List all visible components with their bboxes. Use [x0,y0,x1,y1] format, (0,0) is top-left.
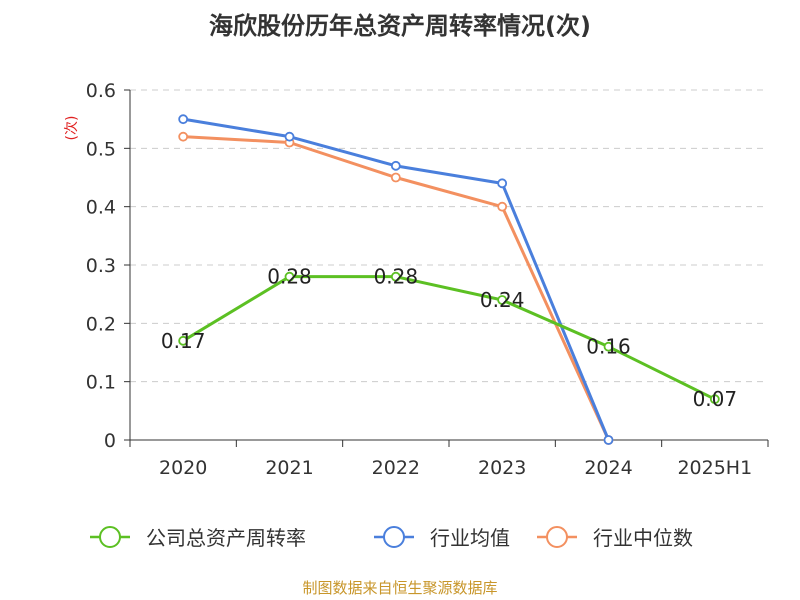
y-tick-label: 0.5 [86,138,116,160]
y-tick-label: 0.2 [86,313,116,335]
y-tick-label: 0.3 [86,255,116,277]
legend-item-2: 行业中位数 [537,526,693,550]
data-label: 0.28 [267,265,312,289]
data-label: 0.16 [586,335,631,359]
y-tick-label: 0 [104,430,116,452]
data-label: 0.24 [480,288,525,312]
x-tick-label: 2025H1 [677,457,752,479]
data-point-0-2 [390,271,401,282]
data-point-1-4 [603,435,614,445]
x-tick-label: 2021 [265,457,313,479]
series-line-0 [182,275,716,401]
data-label: 0.28 [374,265,419,289]
x-tick-label: 2022 [372,457,420,479]
y-tick-label: 0.6 [86,80,116,102]
data-point-1-0 [178,114,189,125]
y-axis-label: (次) [64,116,80,141]
data-point-0-4 [603,341,614,352]
legend-item-1: 行业均值 [374,526,510,550]
data-point-0-1 [284,271,295,282]
source-note: 制图数据来自恒生聚源数据库 [302,579,497,597]
series [178,114,720,445]
legend-label: 公司总资产周转率 [146,526,306,550]
legend-marker [383,526,405,548]
chart-title: 海欣股份历年总资产周转率情况(次) [209,12,591,40]
data-point-1-3 [497,178,508,189]
data-point-0-3 [497,295,508,305]
grid [130,89,768,383]
legend-label: 行业均值 [430,526,510,550]
data-point-2-0 [178,131,189,142]
y-tick-label: 0.4 [86,197,116,219]
data-point-1-2 [390,160,401,171]
legend-item-0: 公司总资产周转率 [90,526,306,550]
legend: 公司总资产周转率 行业均值 行业中位数 [90,526,693,550]
data-point-2-3 [497,201,508,212]
data-point-0-5 [709,394,720,405]
data-point-1-1 [284,131,295,142]
data-point-2-2 [390,172,401,183]
data-point-0-0 [178,335,189,346]
data-label: 0.07 [693,387,738,411]
y-tick-label: 0.1 [86,372,116,394]
legend-label: 行业中位数 [593,526,693,550]
data-labels: 0.17 0.28 0.28 0.24 0.16 0.07 [161,265,737,412]
legend-marker [99,526,121,548]
x-tick-label: 2020 [159,457,207,479]
legend-marker [546,526,568,548]
data-label: 0.17 [161,329,206,353]
x-tick-label: 2024 [584,457,632,479]
axes: 0 0.1 0.2 0.3 0.4 0.5 0.6 2020 2021 2022 2023 2024 2… [86,80,769,479]
x-tick-label: 2023 [478,457,526,479]
